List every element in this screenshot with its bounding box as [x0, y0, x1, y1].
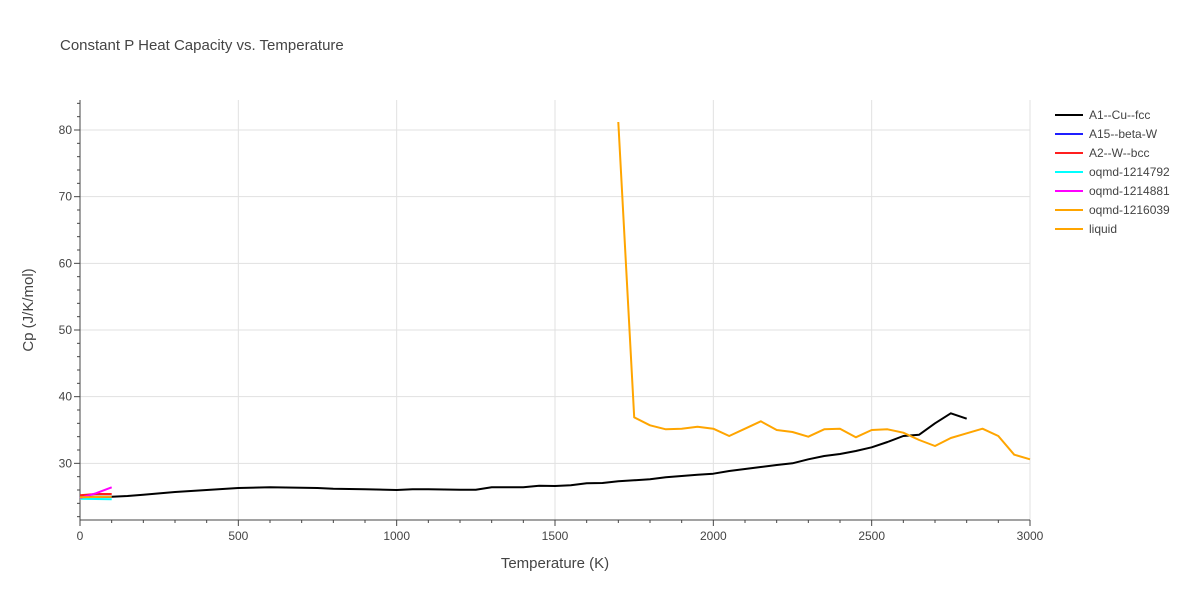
- x-tick-label: 1500: [542, 529, 569, 543]
- x-tick-label: 1000: [383, 529, 410, 543]
- x-axis-label: Temperature (K): [501, 555, 609, 572]
- y-tick-label: 60: [59, 256, 73, 270]
- legend-item[interactable]: A2--W--bcc: [1055, 146, 1149, 160]
- legend-label: A1--Cu--fcc: [1089, 108, 1150, 122]
- x-tick-label: 2500: [858, 529, 885, 543]
- legend-item[interactable]: oqmd-1216039: [1055, 203, 1170, 217]
- y-tick-label: 50: [59, 323, 73, 337]
- legend-label: oqmd-1216039: [1089, 203, 1170, 217]
- y-tick-label: 30: [59, 456, 73, 470]
- legend-item[interactable]: A15--beta-W: [1055, 127, 1158, 141]
- y-tick-label: 80: [59, 123, 73, 137]
- legend-label: A2--W--bcc: [1089, 146, 1149, 160]
- legend-item[interactable]: liquid: [1055, 222, 1117, 236]
- series-line-A1--Cu--fcc[interactable]: [79, 412, 968, 499]
- grid-layer: [80, 100, 1031, 520]
- axis-layer: 0 500 1000 1500 2000 2500 3000 30 40 50 60 70 80: [59, 100, 1044, 543]
- series-line-oqmd-1214792[interactable]: [79, 497, 112, 501]
- legend-label: A15--beta-W: [1089, 127, 1158, 141]
- legend-item[interactable]: oqmd-1214881: [1055, 184, 1170, 198]
- x-tick-label: 500: [228, 529, 248, 543]
- series-line-oqmd-1216039[interactable]: [79, 495, 112, 499]
- legend-item[interactable]: oqmd-1214792: [1055, 165, 1170, 179]
- chart-title: Constant P Heat Capacity vs. Temperature: [60, 37, 344, 54]
- legend-label: liquid: [1089, 222, 1117, 236]
- y-tick-label: 70: [59, 190, 73, 204]
- x-tick-label: 0: [77, 529, 84, 543]
- y-tick-label: 40: [59, 390, 73, 404]
- legend-item[interactable]: A1--Cu--fcc: [1055, 108, 1150, 122]
- series-line-liquid[interactable]: [617, 121, 1031, 461]
- y-axis-label: Cp (J/K/mol): [20, 268, 37, 351]
- x-tick-label: 3000: [1017, 529, 1044, 543]
- legend-label: oqmd-1214792: [1089, 165, 1170, 179]
- legend[interactable]: A1--Cu--fcc A15--beta-W A2--W--bcc oqmd-121…: [1055, 108, 1170, 236]
- legend-label: oqmd-1214881: [1089, 184, 1170, 198]
- x-tick-label: 2000: [700, 529, 727, 543]
- series-layer: [79, 121, 1031, 501]
